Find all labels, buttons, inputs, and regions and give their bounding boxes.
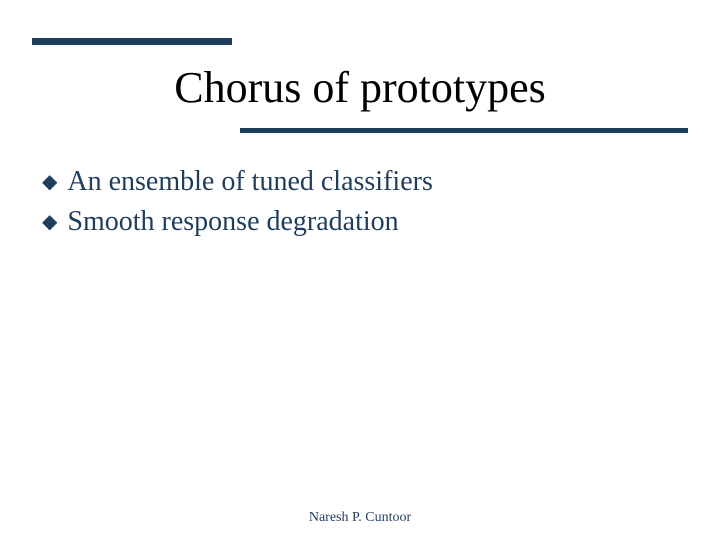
diamond-bullet-icon: ◆ <box>42 204 57 240</box>
slide-title: Chorus of prototypes <box>0 62 720 113</box>
title-underline-rule <box>240 128 688 133</box>
top-accent-rule <box>32 38 232 45</box>
list-item: ◆ An ensemble of tuned classifiers <box>42 164 433 200</box>
bullet-list: ◆ An ensemble of tuned classifiers ◆ Smo… <box>42 164 433 244</box>
bullet-text: An ensemble of tuned classifiers <box>67 164 432 200</box>
bullet-text: Smooth response degradation <box>67 204 398 240</box>
slide-footer: Naresh P. Cuntoor <box>0 510 720 526</box>
diamond-bullet-icon: ◆ <box>42 164 57 200</box>
list-item: ◆ Smooth response degradation <box>42 204 433 240</box>
